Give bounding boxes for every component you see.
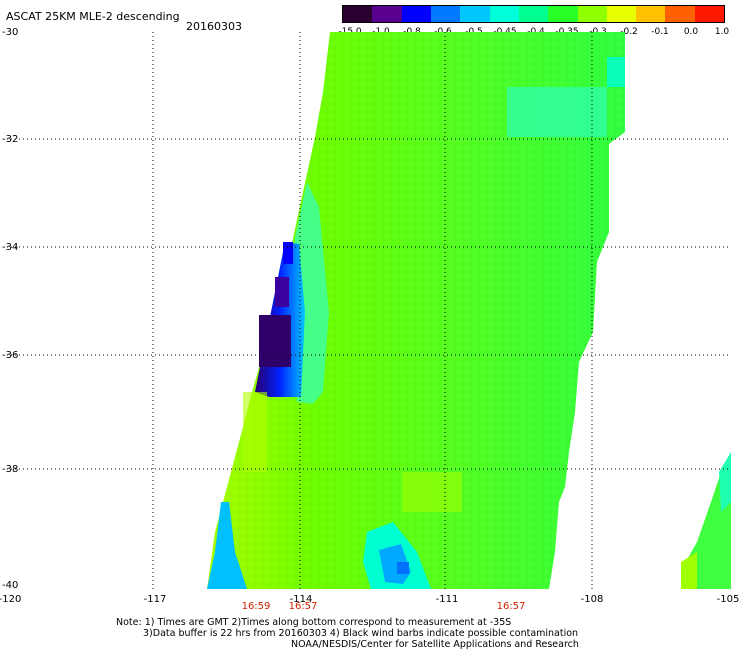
color-scale-label: 0.0: [683, 27, 699, 37]
map-title: ASCAT 25KM MLE-2 descending: [6, 10, 180, 23]
time-label: 16:57: [288, 601, 318, 612]
time-label: 16:59: [241, 601, 271, 612]
map-date: 20160303: [186, 20, 242, 33]
color-scale-swatch: [636, 6, 666, 22]
lat-label: -38: [2, 464, 19, 475]
cyan-patch: [507, 87, 607, 137]
color-scale-swatch: [577, 6, 607, 22]
lat-label: -34: [2, 242, 19, 253]
color-scale-swatch: [372, 6, 402, 22]
cyan-patch: [607, 57, 625, 87]
color-scale-swatch: [694, 6, 725, 22]
color-scale-swatch: [518, 6, 549, 22]
color-scale-label: -0.1: [651, 27, 669, 37]
lon-label: -111: [435, 594, 459, 605]
south-low-values: [207, 502, 247, 589]
color-scale-label: -0.2: [620, 27, 638, 37]
lat-label: -30: [2, 27, 19, 38]
footnote: Note: 1) Times are GMT 2)Times along bot…: [116, 617, 579, 650]
color-scale-swatch: [460, 6, 490, 22]
lon-label: -117: [143, 594, 167, 605]
lon-label: -105: [716, 594, 740, 605]
grid-lines: [7, 32, 731, 589]
color-scale-swatch: [401, 6, 431, 22]
color-scale-swatch: [665, 6, 695, 22]
footnote-line: Note: 1) Times are GMT 2)Times along bot…: [116, 617, 512, 628]
footnote-line: NOAA/NESDIS/Center for Satellite Applica…: [291, 639, 579, 650]
time-label: 16:57: [496, 601, 526, 612]
lon-label: -114: [289, 594, 313, 605]
color-scale-bar: [342, 5, 725, 23]
footnote-line: 3)Data buffer is 22 hrs from 20160303 4)…: [143, 628, 579, 639]
color-scale-swatch: [489, 6, 519, 22]
lat-label: -40: [2, 580, 19, 591]
color-scale-swatch: [343, 6, 373, 22]
color-scale-swatch: [430, 6, 461, 22]
swath-map: [7, 32, 731, 589]
lat-label: -36: [2, 350, 19, 361]
color-scale-swatch: [606, 6, 637, 22]
lon-label: -120: [0, 594, 22, 605]
lon-label: -108: [580, 594, 604, 605]
color-scale-swatch: [548, 6, 578, 22]
lat-label: -32: [2, 134, 19, 145]
color-scale-label: 1.0: [714, 27, 730, 37]
coastal-low-values: [295, 182, 329, 404]
